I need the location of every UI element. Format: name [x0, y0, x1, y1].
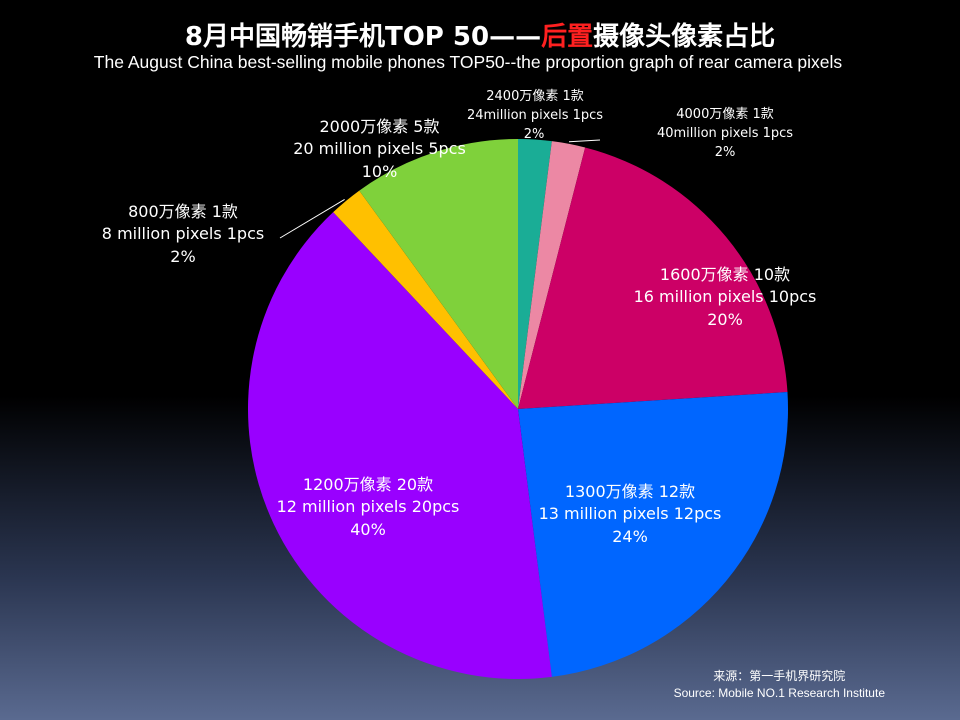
pie-slice-24mp	[518, 139, 552, 409]
title-prefix: 8月中国畅销手机TOP 50——	[184, 22, 542, 52]
title-highlight: 后置	[541, 22, 594, 52]
pie-slice-12mp	[248, 212, 552, 679]
slice-label-12mp: 1200万像素 20款 12 million pixels 20pcs 40%	[258, 474, 478, 541]
slice-label-16mp-cn: 1600万像素 10款	[659, 265, 791, 284]
slice-label-24mp-pct: 2%	[523, 126, 545, 142]
slice-label-40mp: 4000万像素 1款 40million pixels 1pcs 2%	[640, 106, 810, 163]
slice-label-8mp-pct: 2%	[170, 246, 196, 266]
chart-title: 8月中国畅销手机TOP 50——后置摄像头像素占比	[0, 16, 960, 53]
slice-label-16mp-pct: 20%	[707, 309, 743, 329]
leader-line-8mp	[279, 198, 345, 239]
slice-label-16mp: 1600万像素 10款 16 million pixels 10pcs 20%	[615, 264, 835, 331]
source-en: Source: Mobile NO.1 Research Institute	[673, 686, 885, 701]
slice-label-24mp-en: 24million pixels 1pcs	[466, 107, 604, 123]
slice-label-40mp-en: 40million pixels 1pcs	[656, 125, 794, 141]
slice-label-8mp-en: 8 million pixels 1pcs	[101, 224, 265, 244]
slice-label-20mp-pct: 10%	[361, 161, 398, 181]
source-cn: 来源：第一手机界研究院	[713, 669, 846, 684]
slice-label-16mp-en: 16 million pixels 10pcs	[633, 287, 817, 307]
slice-label-20mp-cn: 2000万像素 5款	[319, 117, 440, 136]
slice-label-12mp-pct: 40%	[350, 519, 386, 539]
slice-label-13mp-cn: 1300万像素 12款	[564, 482, 696, 501]
source-note: 来源：第一手机界研究院 Source: Mobile NO.1 Research…	[674, 668, 885, 702]
pie-slice-8mp	[333, 190, 518, 409]
slice-label-12mp-en: 12 million pixels 20pcs	[276, 497, 460, 517]
slice-label-13mp-en: 13 million pixels 12pcs	[538, 504, 722, 524]
pie-slice-16mp	[518, 147, 788, 410]
slice-label-8mp-cn: 800万像素 1款	[128, 202, 238, 221]
slice-label-8mp: 800万像素 1款 8 million pixels 1pcs 2%	[88, 201, 278, 268]
pie-slice-20mp	[359, 139, 518, 409]
slice-label-12mp-cn: 1200万像素 20款	[302, 475, 434, 494]
leader-line-40mp	[568, 139, 601, 143]
title-suffix: 摄像头像素占比	[593, 22, 776, 52]
slice-label-40mp-pct: 2%	[714, 144, 736, 160]
slice-label-24mp-cn: 2400万像素 1款	[486, 89, 584, 104]
pie-slice-40mp	[518, 141, 586, 409]
chart-subtitle: The August China best-selling mobile pho…	[93, 52, 843, 72]
slice-label-24mp: 2400万像素 1款 24million pixels 1pcs 2%	[455, 88, 615, 145]
pie-slice-13mp	[518, 392, 789, 677]
slice-label-40mp-cn: 4000万像素 1款	[676, 107, 774, 122]
slice-label-13mp-pct: 24%	[612, 526, 648, 546]
slice-label-20mp-en: 20 million pixels 5pcs	[293, 139, 466, 159]
slice-label-13mp: 1300万像素 12款 13 million pixels 12pcs 24%	[520, 481, 740, 548]
slice-label-20mp: 2000万像素 5款 20 million pixels 5pcs 10%	[272, 116, 487, 183]
